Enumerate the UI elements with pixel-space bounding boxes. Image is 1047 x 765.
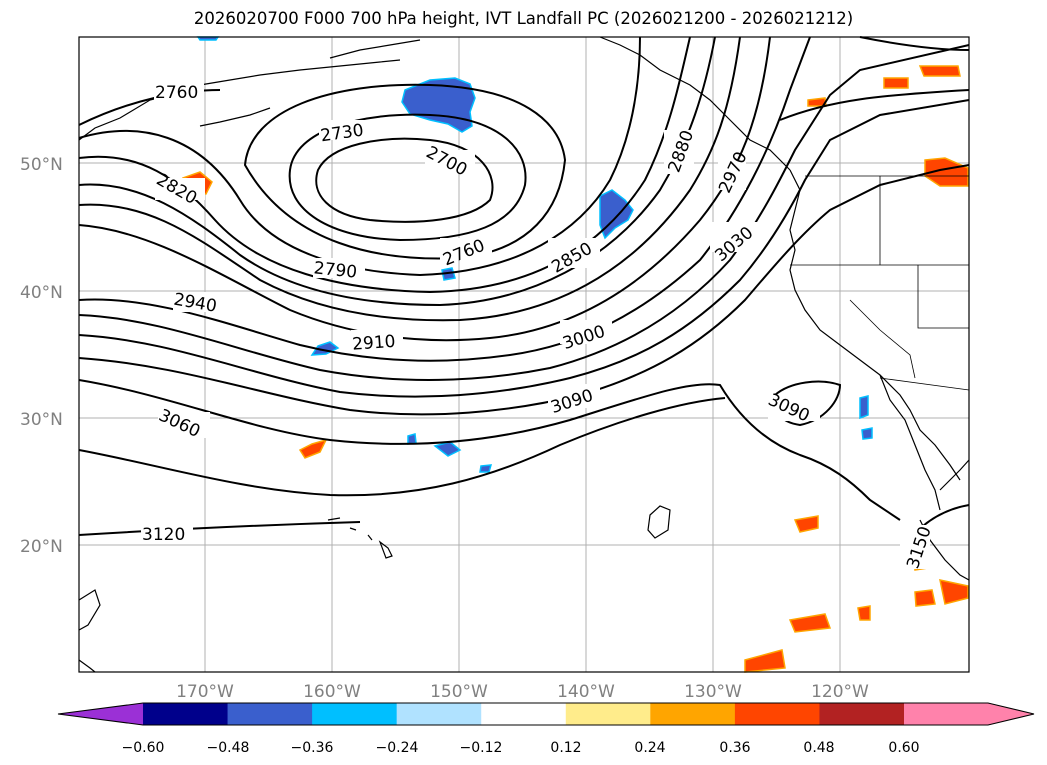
lon-label: 160°W bbox=[303, 682, 361, 702]
neg-blob-small7 bbox=[479, 464, 493, 473]
contour-2880 bbox=[78, 36, 741, 322]
lon-label: 140°W bbox=[557, 682, 615, 702]
contour-2790 bbox=[78, 36, 641, 277]
colorbar-segment bbox=[481, 703, 567, 725]
contour-2730 bbox=[288, 113, 527, 242]
colorbar-segment bbox=[819, 703, 905, 725]
pos-blob-s2 bbox=[788, 613, 832, 633]
map-title: 2026020700 F000 700 hPa height, IVT Land… bbox=[193, 9, 854, 28]
colorbar-tick-label: −0.24 bbox=[376, 740, 419, 756]
lon-label: 130°W bbox=[684, 682, 742, 702]
lat-label: 40°N bbox=[20, 283, 63, 303]
colorbar-segment bbox=[904, 703, 988, 725]
lon-label: 170°W bbox=[176, 682, 234, 702]
contour-label: 2760 bbox=[155, 83, 198, 103]
contour-2700 bbox=[315, 137, 494, 223]
pos-blob-sw bbox=[298, 438, 328, 459]
colorbar-tick-label: −0.48 bbox=[207, 740, 250, 756]
colorbar-extend-low bbox=[58, 703, 143, 725]
pos-blob-s6 bbox=[939, 579, 969, 605]
contour-2970 bbox=[78, 44, 970, 381]
lon-label: 150°W bbox=[430, 682, 488, 702]
lon-label: 120°W bbox=[811, 682, 869, 702]
contour-3000 bbox=[78, 99, 970, 398]
pos-blob-s1 bbox=[793, 515, 819, 533]
pos-blob-s3 bbox=[744, 649, 786, 673]
contour-label: 2910 bbox=[352, 332, 397, 355]
colorbar-segment bbox=[565, 703, 651, 725]
colorbar-segment bbox=[734, 703, 820, 725]
colorbar-segment bbox=[312, 703, 398, 725]
colorbar-segment bbox=[143, 703, 229, 725]
colorbar-tick-label: −0.36 bbox=[291, 740, 334, 756]
neg-blob-small4 bbox=[859, 395, 869, 420]
colorbar-tick-label: −0.12 bbox=[460, 740, 503, 756]
colorbar-segment bbox=[396, 703, 482, 725]
pos-blob-s5 bbox=[914, 589, 936, 607]
pos-blob-ne3 bbox=[918, 65, 961, 77]
colorbar-tick-label: 0.12 bbox=[550, 740, 581, 756]
pos-blob-ne2 bbox=[883, 77, 909, 89]
pos-blob-s4 bbox=[857, 605, 871, 621]
contour-label: 2790 bbox=[313, 258, 358, 282]
coastlines bbox=[78, 36, 970, 673]
neg-blob-small3 bbox=[433, 441, 462, 457]
latitude-labels: 50°N 40°N 30°N 20°N bbox=[20, 155, 63, 557]
contour-label: 3120 bbox=[142, 525, 185, 545]
colorbar-segment bbox=[227, 703, 313, 725]
contour-2760a bbox=[243, 83, 567, 260]
neg-blob-small6 bbox=[407, 433, 417, 445]
map-panel: 2760 2730 2700 2820 2880 2970 2760 2850 … bbox=[78, 36, 970, 673]
contour-2940 bbox=[78, 36, 811, 362]
colorbar-tick-label: 0.60 bbox=[888, 740, 919, 756]
colorbar: −0.60 −0.48 −0.36 −0.24 −0.12 0.12 0.24 … bbox=[57, 702, 1035, 756]
lat-label: 20°N bbox=[20, 537, 63, 557]
neg-blob-small5 bbox=[861, 427, 873, 440]
contour-3090 bbox=[78, 397, 726, 497]
contour-3060 bbox=[78, 379, 901, 521]
colorbar-tick-label: 0.36 bbox=[719, 740, 750, 756]
colorbar-segment bbox=[650, 703, 736, 725]
lat-label: 30°N bbox=[20, 410, 63, 430]
colorbar-tick-label: −0.60 bbox=[122, 740, 165, 756]
colorbar-extend-high bbox=[988, 703, 1034, 725]
longitude-labels: 170°W 160°W 150°W 140°W 130°W 120°W bbox=[176, 682, 869, 702]
lat-label: 50°N bbox=[20, 155, 63, 175]
colorbar-tick-label: 0.24 bbox=[634, 740, 665, 756]
contour-ne bbox=[779, 36, 970, 121]
contour-3120 bbox=[78, 521, 361, 536]
colorbar-tick-label: 0.48 bbox=[803, 740, 834, 756]
